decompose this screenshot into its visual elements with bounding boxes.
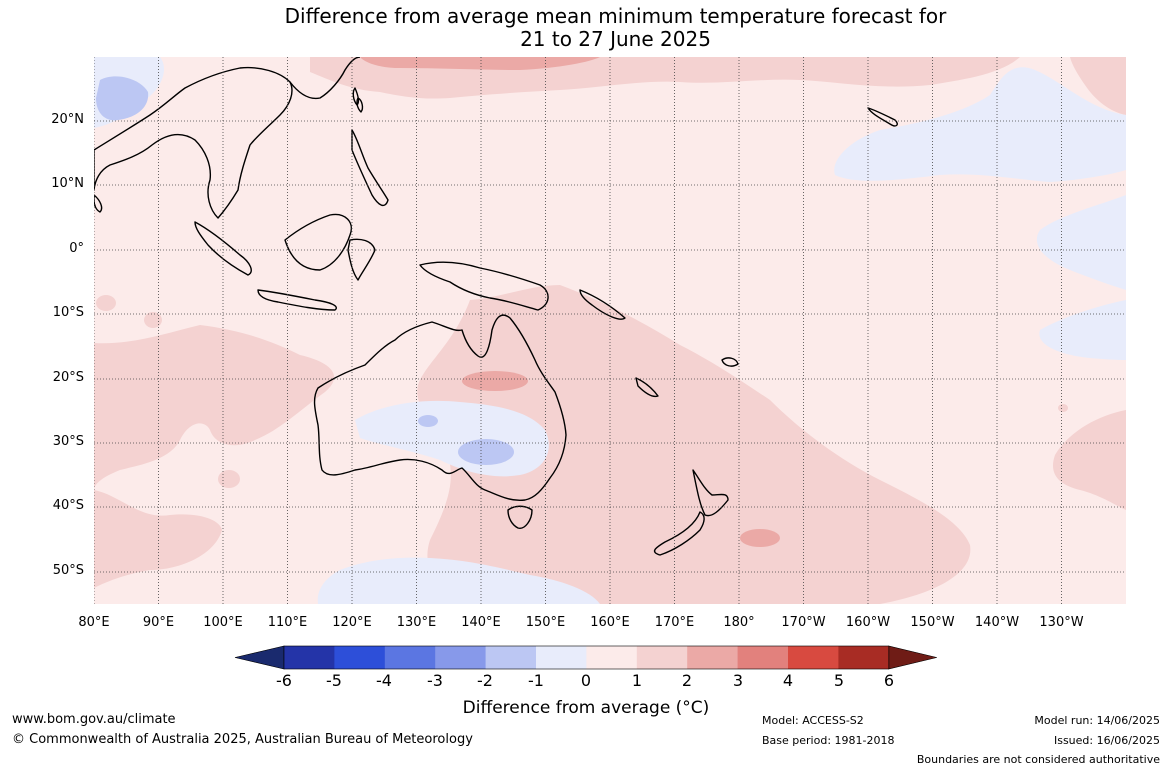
lat-label-20n: 20°N [51,112,84,127]
footer-boundaries-note: Boundaries are not considered authoritat… [916,753,1160,766]
colorbar-label-1: 1 [631,671,643,690]
footer-model-run: Model run: 14/06/2025 [1034,714,1160,727]
lon-label-140w: 140°W [974,615,1020,630]
lat-label-10s: 10°S [52,305,84,320]
coastline-new-zealand-north [692,469,729,517]
coastline-sulawesi [347,238,376,281]
anomaly-region-west-indian-ocean [94,325,335,490]
coastline-new-zealand-south [653,511,705,556]
coastline-mainland-asia [94,66,293,219]
coastline-sumatra [194,221,252,276]
anomaly-region-southern-ocean [94,520,120,572]
lat-label-30s: 30°S [52,434,84,449]
lat-label-20s: 20°S [52,370,84,385]
coastline-borneo [284,213,352,271]
anomaly-region-east-australia-pacific [417,285,971,604]
lat-label-0: 0° [69,241,84,256]
coastline-new-guinea [419,261,549,311]
coastline-sri-lanka [94,194,103,213]
forecast-map [94,57,1126,604]
colorbar-label-2: 2 [681,671,693,690]
footer-url-link[interactable]: www.bom.gov.au/climate [12,712,176,727]
colorbar-title: Difference from average (°C) [462,698,710,718]
map-title-line-1: Difference from average mean minimum tem… [284,4,947,28]
lon-label-80e: 80°E [78,615,110,630]
lon-label-170e: 170°E [654,615,695,630]
map-title-line-2: 21 to 27 June 2025 [520,27,711,51]
colorbar-label-6: 6 [883,671,895,690]
lat-label-40s: 40°S [52,498,84,513]
anomaly-region-equatorial-east-pacific-cool [1036,195,1126,290]
anomaly-patch-bay-of-bengal [96,76,149,121]
anomaly-patch-1 [218,470,240,488]
colorbar-label-5: 5 [833,671,845,690]
anomaly-region-ne-corner [1070,57,1126,115]
anomaly-patch-north-australia [462,371,528,391]
coastline-china-east [289,57,361,100]
coastline-fiji [721,357,739,367]
anomaly-patch-tasman-sea [740,529,780,547]
colorbar-label-minus-6: -6 [276,671,292,690]
lon-label-100e: 100°E [203,615,243,630]
lon-label-170w: 170°W [781,615,826,630]
lon-label-130e: 130°E [396,615,437,630]
colorbar-label-0: 0 [580,671,592,690]
colorbar-label-minus-5: -5 [326,671,342,690]
lon-label-150e: 150°E [525,615,566,630]
coastline-taiwan [356,97,364,113]
anomaly-patch-2 [144,312,162,328]
lat-label-50s: 50°S [52,563,84,578]
anomaly-patch-3 [96,295,116,311]
colorbar-label-4: 4 [782,671,794,690]
anomaly-region-se-pacific [1052,410,1126,510]
coastline-philippines [351,129,389,207]
lon-label-140e: 140°E [461,615,501,630]
coastline-hawaii [867,107,898,127]
anomaly-region-north-band-warm [360,57,600,70]
footer-base-period: Base period: 1981-2018 [762,734,895,747]
coastline-java [257,289,337,311]
coastline-solomon-islands [579,289,626,320]
lat-label-10n: 10°N [51,176,84,191]
lon-label-90e: 90°E [142,615,175,630]
anomaly-patch-4 [1058,404,1068,412]
lon-label-160e: 160°E [590,615,630,630]
anomaly-region-sw-indian-ocean [94,490,222,588]
anomaly-region-south-east-pacific-cool [1039,300,1126,360]
colorbar-label-minus-2: -2 [477,671,493,690]
footer-model: Model: ACCESS-S2 [762,714,864,727]
lon-label-150w: 150°W [910,615,955,630]
colorbar-label-minus-4: -4 [376,671,392,690]
footer-copyright: © Commonwealth of Australia 2025, Austra… [12,732,473,747]
coastline-australia [313,314,567,502]
anomaly-patch-western-australia [418,415,438,427]
lon-label-160w: 160°W [845,615,891,630]
footer-issued: Issued: 16/06/2025 [1053,734,1160,747]
anomaly-patch-central-australia [458,439,514,465]
lon-label-180: 180° [723,615,755,630]
lon-label-130w: 130°W [1039,615,1084,630]
lon-label-120e: 120°E [332,615,372,630]
anomaly-region-southern-ocean-cool [317,557,600,604]
colorbar-label-minus-3: -3 [427,671,443,690]
coastline-tasmania [507,505,533,529]
lon-label-110e: 110°E [267,615,308,630]
anomaly-region-north-pacific-cool [834,67,1126,182]
coastline-new-caledonia [635,377,659,398]
colorbar-label-minus-1: -1 [528,671,544,690]
colorbar-label-3: 3 [732,671,744,690]
